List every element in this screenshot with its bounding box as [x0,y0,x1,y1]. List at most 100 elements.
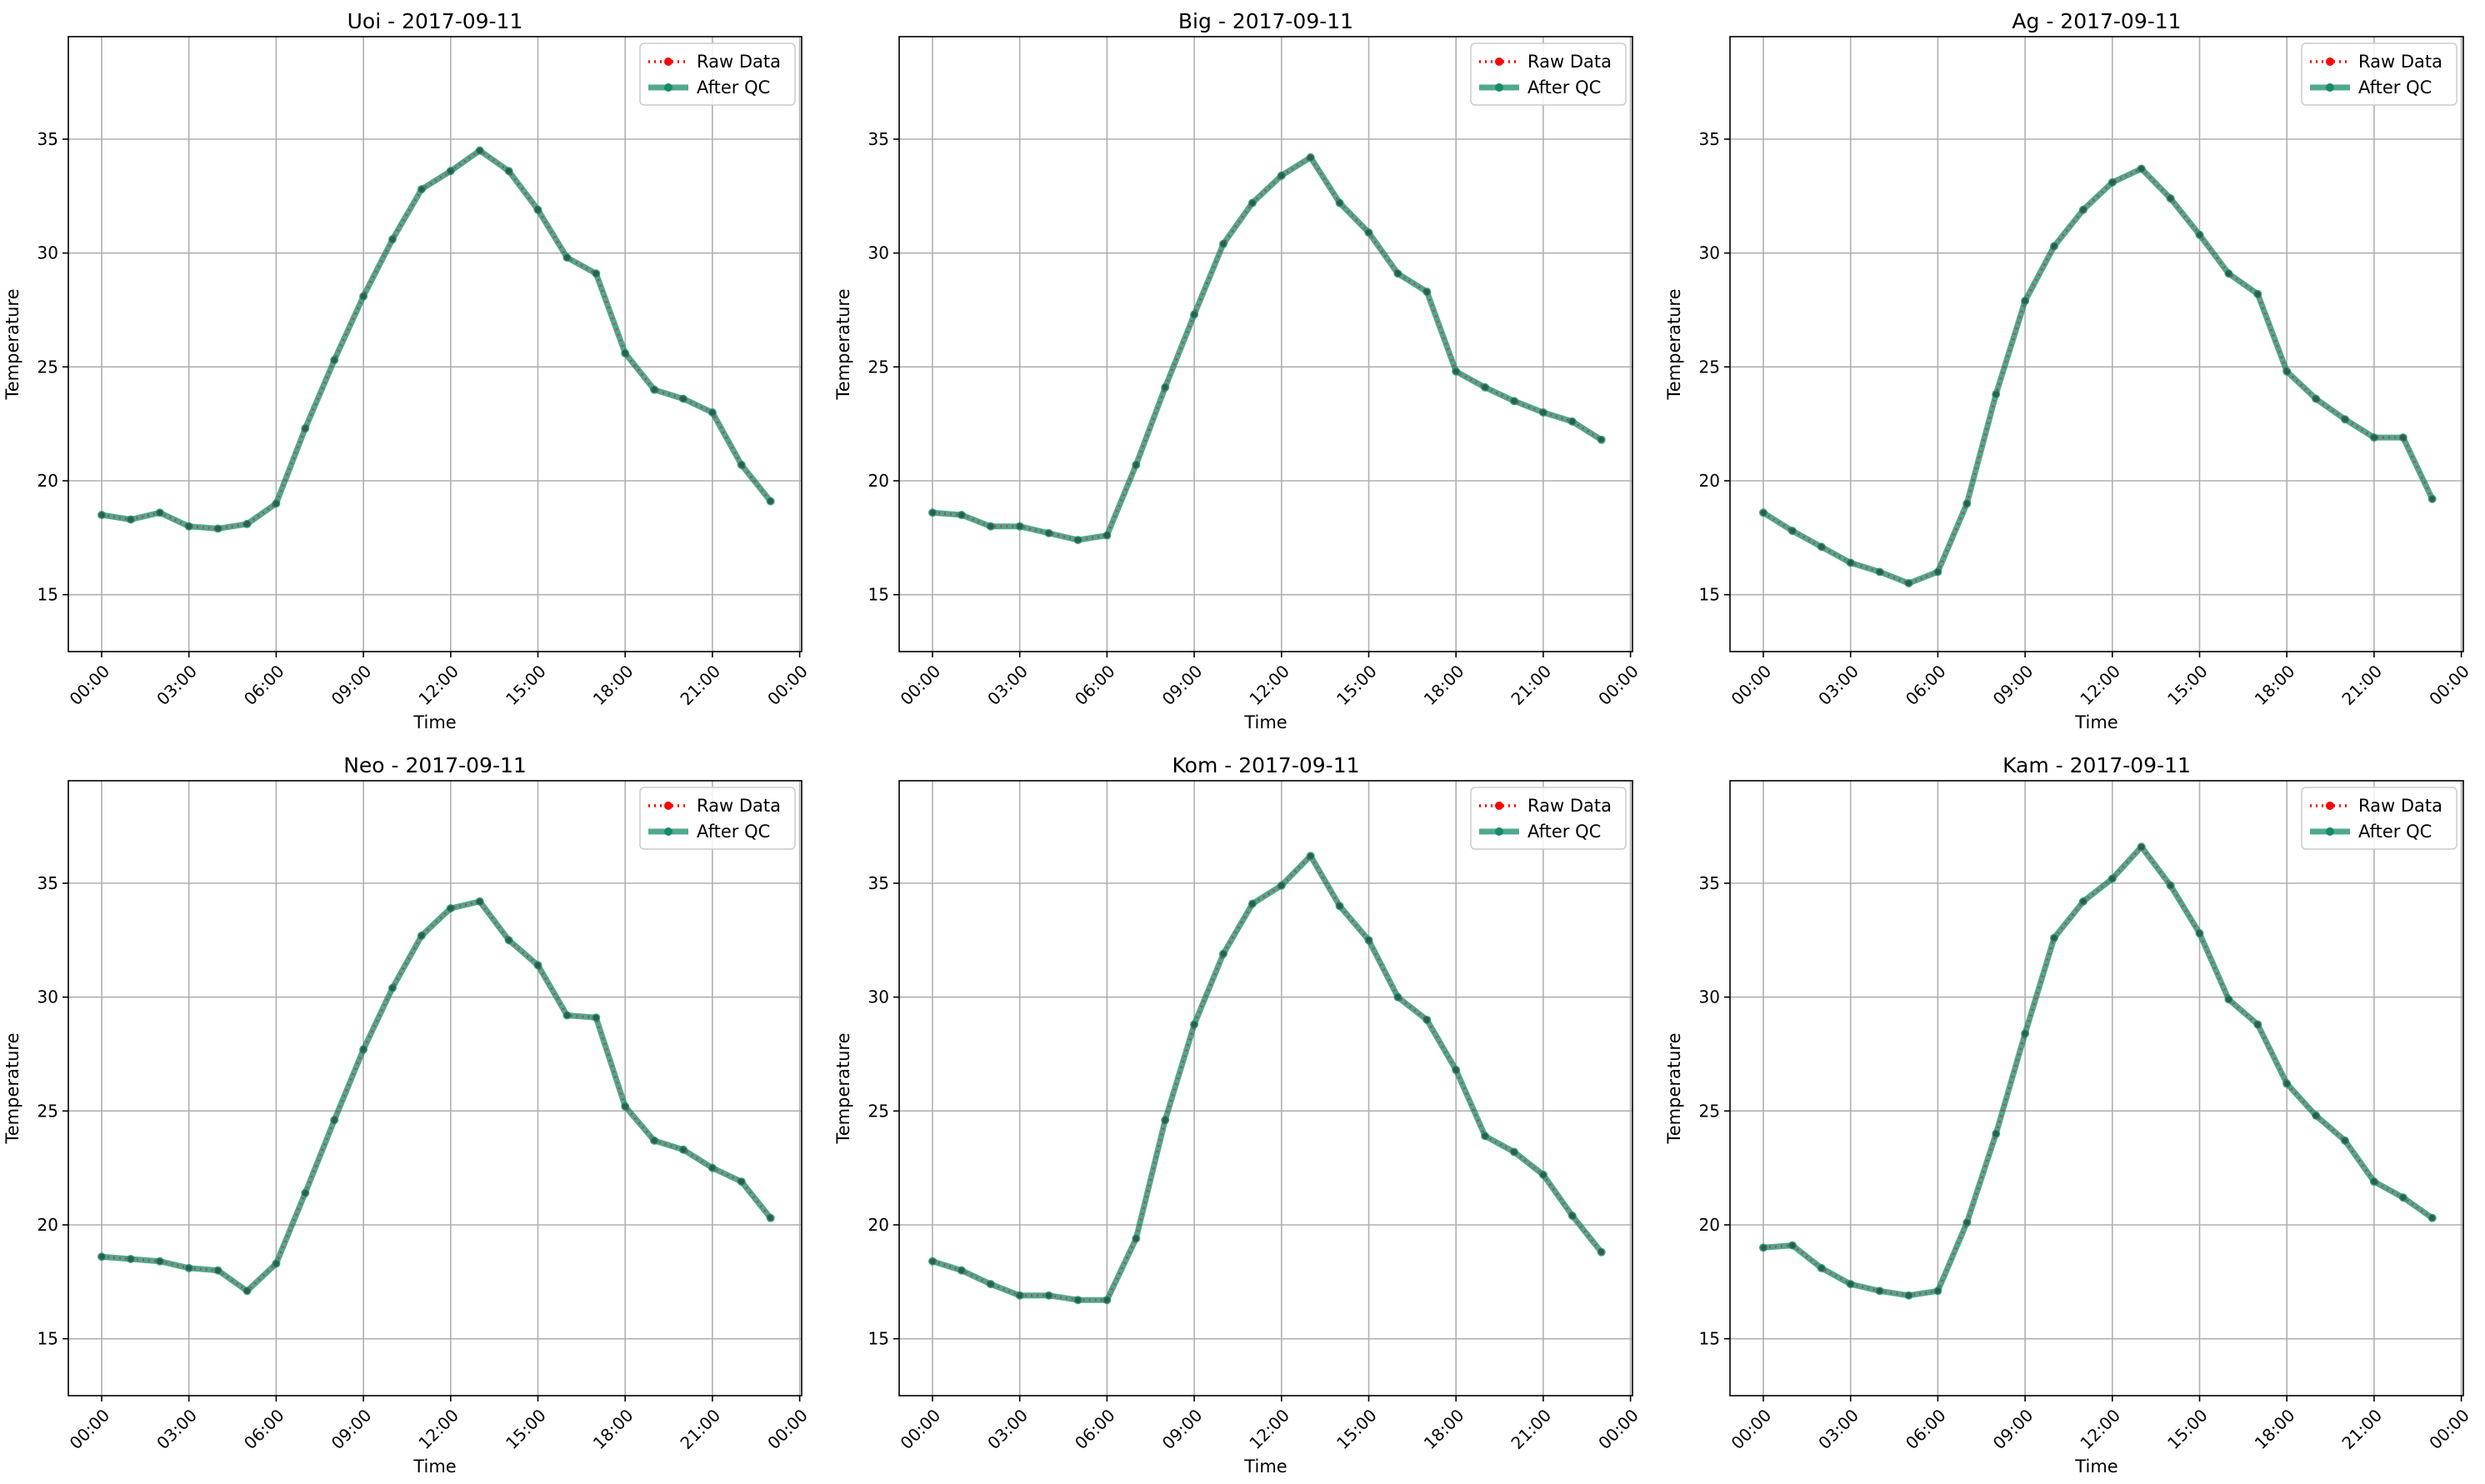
raw-data-point [1046,530,1052,537]
raw-data-point [2342,1137,2348,1144]
raw-data-point [651,387,658,393]
raw-data-point [709,1165,716,1172]
x-tick-label: 12:00 [2076,1405,2124,1453]
y-tick-label: 20 [1699,1215,1720,1235]
raw-data-point [389,985,396,992]
legend-label: Raw Data [1528,52,1612,72]
raw-data-line [101,148,772,530]
subplot-2: 00:00 03:00 06:00 09:00 12:00 15:00 18:00 21:00… [833,9,1642,732]
raw-data-point [958,512,965,518]
raw-data-point [2051,242,2058,249]
raw-data-point [738,462,745,468]
raw-data-point [1249,901,1256,907]
subplot-title: Neo - 2017-09-11 [343,753,527,777]
raw-data-point [1075,1297,1081,1303]
raw-data-point [709,409,716,416]
raw-data-point [2342,416,2348,422]
plot-area [899,781,1632,1396]
legend-label: After QC [2358,77,2432,97]
x-tick-label: 09:00 [328,661,376,709]
raw-data-point [1220,951,1227,957]
legend-marker-after-qc [664,827,672,836]
raw-data-point [1337,200,1343,207]
raw-data-point [768,498,774,505]
axes-frame [898,36,1633,652]
raw-data-point [2254,291,2261,297]
legend-marker-raw-data [1495,57,1503,66]
x-tick-label: 00:00 [897,1405,945,1453]
x-tick-label: 06:00 [1071,1405,1119,1453]
raw-data-point [98,512,105,518]
y-tick-label: 25 [38,1101,58,1121]
raw-data-point [331,1117,338,1123]
x-tick-label: 09:00 [1989,661,2038,709]
raw-data-point [2022,297,2028,304]
axes-frame [1729,780,2464,1397]
legend-marker-raw-data [664,57,672,66]
x-axis-label: Time [412,712,456,732]
raw-data-point [244,521,250,527]
raw-data-point [1308,852,1314,859]
legend-label: Raw Data [2358,52,2442,72]
y-tick-label: 35 [38,873,58,893]
axes-frame [1729,36,2464,652]
x-tick-label: 03:00 [152,1405,201,1453]
x-tick-label: 12:00 [414,1405,462,1453]
raw-data-point [1366,229,1372,236]
x-tick-label: 03:00 [983,1405,1032,1453]
x-tick-label: 00:00 [2425,1405,2473,1453]
x-tick-label: 00:00 [1728,1405,1776,1453]
raw-data-point [157,509,163,516]
y-tick-label: 15 [38,1329,58,1349]
x-tick-label: 21:00 [2338,1405,2386,1453]
x-tick-label: 12:00 [1245,1405,1293,1453]
raw-data-point [1569,1212,1576,1219]
raw-data-point [988,1281,994,1287]
raw-data-point [1569,418,1576,425]
series-raw-data [98,147,774,532]
y-axis-label: Temperature [1664,1032,1684,1144]
raw-data-point [477,898,483,905]
raw-data-point [389,236,396,242]
y-tick-label: 20 [38,471,58,491]
y-tick-label: 15 [1699,585,1720,605]
plot-area [68,37,802,652]
raw-data-point [1366,937,1372,943]
raw-data-point [1540,1172,1547,1178]
y-axis-label: Temperature [833,288,853,400]
raw-data-point [1220,241,1227,247]
raw-data-point [680,396,687,402]
raw-data-point [1482,384,1488,391]
raw-data-point [360,293,367,300]
raw-data-point [1877,1287,1883,1294]
y-tick-label: 30 [868,987,889,1007]
y-tick-label: 35 [1699,129,1720,149]
raw-data-point [2197,930,2202,937]
raw-data-point [592,1014,599,1021]
raw-data-point [506,167,512,174]
raw-data-point [1191,311,1198,317]
raw-data-point [2429,496,2436,502]
legend-marker-raw-data [1495,802,1503,810]
x-tick-label: 18:00 [2251,661,2299,709]
raw-data-point [1992,1131,1999,1137]
raw-data-point [738,1178,745,1185]
x-tick-label: 21:00 [676,1405,724,1453]
legend-label: After QC [2358,822,2432,842]
axes-frame [68,780,802,1397]
raw-data-point [2371,434,2378,441]
raw-data-point [477,147,483,154]
raw-data-point [215,1267,222,1274]
raw-data-point [1103,532,1110,539]
raw-data-point [651,1137,658,1144]
raw-data-point [1337,902,1343,909]
x-tick-label: 21:00 [2338,661,2386,709]
y-tick-label: 25 [1699,1101,1720,1121]
raw-data-point [1162,1117,1168,1123]
raw-data-point [1249,200,1256,207]
y-tick-label: 35 [868,129,889,149]
raw-data-point [448,167,454,174]
raw-data-point [331,357,338,363]
axes-frame [898,780,1633,1397]
legend-label: Raw Data [1528,796,1612,816]
